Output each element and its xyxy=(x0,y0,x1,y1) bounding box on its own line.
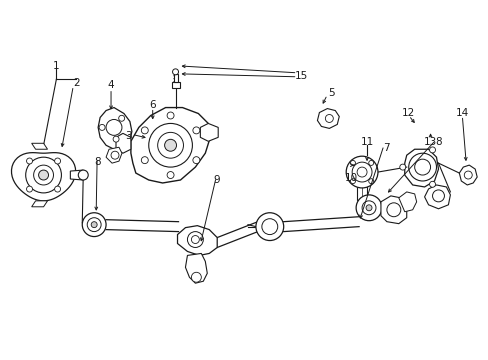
Polygon shape xyxy=(458,165,476,185)
Text: 13: 13 xyxy=(423,137,436,147)
Circle shape xyxy=(408,153,436,181)
Polygon shape xyxy=(380,196,406,224)
Circle shape xyxy=(192,157,200,164)
Circle shape xyxy=(350,179,355,184)
Bar xyxy=(356,160,366,200)
Polygon shape xyxy=(116,133,131,153)
Circle shape xyxy=(463,171,471,179)
Circle shape xyxy=(106,120,122,135)
Circle shape xyxy=(141,127,148,134)
Circle shape xyxy=(148,123,192,167)
Circle shape xyxy=(191,272,201,282)
Text: 5: 5 xyxy=(327,88,334,98)
Circle shape xyxy=(78,170,88,180)
Polygon shape xyxy=(200,123,218,141)
Circle shape xyxy=(366,205,371,211)
Polygon shape xyxy=(177,226,217,255)
Circle shape xyxy=(187,231,203,247)
Text: 7: 7 xyxy=(383,143,389,153)
Text: 15: 15 xyxy=(294,71,307,81)
Circle shape xyxy=(39,170,48,180)
Circle shape xyxy=(356,167,366,177)
Text: 14: 14 xyxy=(455,108,468,117)
Polygon shape xyxy=(98,108,132,149)
Circle shape xyxy=(432,190,444,202)
Circle shape xyxy=(167,172,174,179)
Text: 11: 11 xyxy=(360,137,373,147)
Text: 10: 10 xyxy=(344,173,357,183)
Circle shape xyxy=(399,164,405,170)
Circle shape xyxy=(91,222,97,228)
Bar xyxy=(173,74,177,82)
Circle shape xyxy=(386,203,400,217)
Circle shape xyxy=(255,213,283,240)
Circle shape xyxy=(55,186,61,192)
Circle shape xyxy=(119,115,124,121)
Circle shape xyxy=(346,156,377,188)
Circle shape xyxy=(113,136,119,142)
Circle shape xyxy=(192,127,200,134)
Circle shape xyxy=(164,139,176,151)
Circle shape xyxy=(141,157,148,164)
Text: 1: 1 xyxy=(53,61,60,71)
Polygon shape xyxy=(185,253,207,283)
Circle shape xyxy=(350,161,355,166)
Circle shape xyxy=(55,158,61,164)
Text: 2: 2 xyxy=(73,78,80,88)
Circle shape xyxy=(191,235,199,243)
Text: 12: 12 xyxy=(401,108,414,117)
Circle shape xyxy=(355,195,381,221)
Circle shape xyxy=(325,114,333,122)
Circle shape xyxy=(157,132,183,158)
Polygon shape xyxy=(106,147,122,163)
Circle shape xyxy=(428,181,435,187)
Circle shape xyxy=(26,157,61,193)
Circle shape xyxy=(99,125,105,130)
Text: 6: 6 xyxy=(149,100,156,109)
Circle shape xyxy=(34,165,53,185)
Circle shape xyxy=(368,179,373,184)
Polygon shape xyxy=(32,201,47,207)
Circle shape xyxy=(172,69,178,75)
Polygon shape xyxy=(317,109,339,129)
Polygon shape xyxy=(131,108,210,183)
Polygon shape xyxy=(32,143,47,149)
Circle shape xyxy=(26,158,32,164)
Circle shape xyxy=(262,219,277,235)
Circle shape xyxy=(351,162,371,182)
Circle shape xyxy=(111,151,119,159)
Circle shape xyxy=(26,186,32,192)
Polygon shape xyxy=(424,185,449,209)
Text: 8: 8 xyxy=(94,157,100,167)
Polygon shape xyxy=(12,153,76,201)
Bar xyxy=(171,82,179,88)
Text: 8: 8 xyxy=(434,137,441,147)
Circle shape xyxy=(87,218,101,231)
Circle shape xyxy=(82,213,106,237)
Polygon shape xyxy=(404,149,438,187)
Text: 4: 4 xyxy=(107,80,114,90)
Text: 3: 3 xyxy=(125,131,132,141)
Polygon shape xyxy=(398,192,416,212)
Polygon shape xyxy=(70,170,83,180)
Circle shape xyxy=(428,147,435,153)
Text: 9: 9 xyxy=(212,175,219,185)
Circle shape xyxy=(167,112,174,119)
Circle shape xyxy=(414,159,429,175)
Circle shape xyxy=(361,201,375,215)
Circle shape xyxy=(368,161,373,166)
